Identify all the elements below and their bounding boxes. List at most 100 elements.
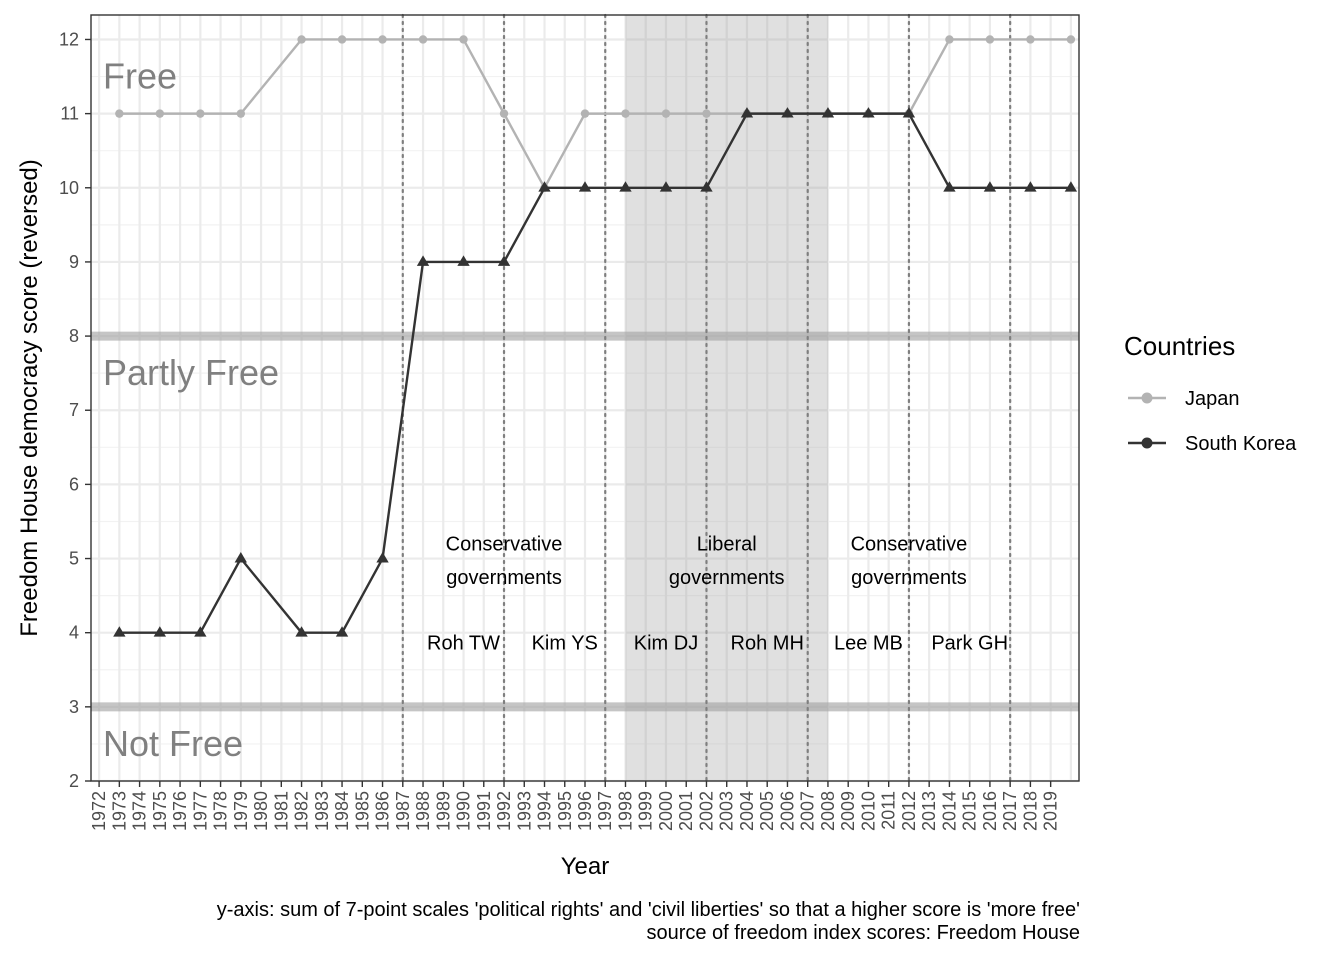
y-tick-label: 12 <box>59 29 79 49</box>
y-tick-label: 7 <box>69 400 79 420</box>
x-tick-label: 1991 <box>474 791 494 831</box>
y-tick-label: 9 <box>69 252 79 272</box>
data-point <box>457 255 470 266</box>
data-point <box>499 109 509 118</box>
x-tick-label: 2005 <box>757 791 777 831</box>
government-label-line1: Conservative <box>446 534 563 556</box>
data-point <box>335 626 349 637</box>
data-point <box>153 626 167 637</box>
x-tick-label: 1992 <box>494 791 514 831</box>
president-label: Lee MB <box>834 632 903 654</box>
president-label: Kim YS <box>532 632 598 654</box>
data-point <box>661 109 671 118</box>
legend-label: Japan <box>1185 388 1240 410</box>
data-point <box>619 181 632 192</box>
x-tick-label: 2009 <box>838 791 858 831</box>
government-annotations: Conservative governments Liberal government… <box>427 534 1008 655</box>
legend-key-point <box>1141 392 1153 404</box>
y-tick-label: 2 <box>69 771 79 791</box>
data-point <box>578 181 592 192</box>
zone-labels: Free Partly Free Not Free <box>103 56 279 764</box>
x-tick-label: 2019 <box>1041 791 1061 831</box>
data-point <box>1064 181 1078 192</box>
x-tick-label: 2000 <box>656 791 676 831</box>
x-tick-label: 1978 <box>211 791 231 831</box>
data-point <box>985 35 995 44</box>
government-label-line2: governments <box>669 567 785 589</box>
data-point <box>337 35 347 44</box>
x-tick-label: 2004 <box>737 791 757 831</box>
x-tick-label: 1984 <box>332 791 352 831</box>
caption-line-2: source of freedom index scores: Freedom … <box>646 922 1080 944</box>
data-point <box>702 109 711 118</box>
x-tick-label: 2014 <box>939 791 959 831</box>
x-tick-label: 1976 <box>170 791 190 831</box>
data-point <box>781 107 794 118</box>
x-tick-label: 1989 <box>433 791 453 831</box>
x-tick-label: 2008 <box>818 791 838 831</box>
zone-label: Free <box>103 56 177 97</box>
y-axis-title: Freedom House democracy score (reversed) <box>16 159 43 637</box>
data-series <box>113 35 1078 637</box>
data-point <box>297 35 306 44</box>
x-tick-label: 1983 <box>312 791 332 831</box>
y-tick-label: 8 <box>69 326 79 346</box>
data-point <box>196 109 205 118</box>
x-tick-label: 1972 <box>89 791 109 831</box>
x-tick-label: 1996 <box>575 791 595 831</box>
caption-line-1: y-axis: sum of 7-point scales 'political… <box>217 899 1080 921</box>
government-label-line2: governments <box>446 567 562 589</box>
y-tick-label: 10 <box>59 178 79 198</box>
x-tick-label: 1990 <box>454 791 474 831</box>
data-point <box>155 109 165 118</box>
x-tick-label: 1981 <box>271 791 291 831</box>
x-tick-label: 2011 <box>879 791 899 830</box>
legend-key-point <box>1141 437 1153 449</box>
x-tick-label: 1979 <box>231 791 251 831</box>
legend-title: Countries <box>1124 331 1235 361</box>
president-label: Kim DJ <box>634 632 698 654</box>
x-tick-label: 2018 <box>1020 791 1040 831</box>
x-tick-label: 2017 <box>1000 791 1020 831</box>
y-tick-label: 6 <box>69 474 79 494</box>
x-tick-label: 1985 <box>352 791 372 831</box>
threshold-lines <box>91 331 1079 712</box>
data-point <box>113 626 126 637</box>
data-point <box>1026 35 1035 44</box>
data-point <box>945 35 954 44</box>
x-tick-label: 1982 <box>292 791 312 831</box>
x-tick-label: 1999 <box>636 791 656 831</box>
data-point <box>862 107 875 118</box>
government-label-line2: governments <box>851 567 967 589</box>
data-point <box>194 626 207 637</box>
president-label: Roh TW <box>427 632 500 654</box>
x-tick-label: 2013 <box>919 791 939 831</box>
president-label: Roh MH <box>731 632 804 654</box>
zone-label: Partly Free <box>103 352 279 393</box>
data-point <box>580 109 590 118</box>
y-tick-label: 11 <box>60 104 79 124</box>
data-point <box>821 107 835 118</box>
y-tick-label: 3 <box>69 697 79 717</box>
x-tick-label: 1986 <box>373 791 393 831</box>
x-tick-label: 1980 <box>251 791 271 831</box>
series-line-south-korea <box>119 112 1071 634</box>
x-tick-label: 1998 <box>615 791 635 831</box>
data-point <box>234 552 247 563</box>
data-point <box>416 255 430 266</box>
x-tick-label: 1974 <box>130 791 150 831</box>
data-point <box>378 35 387 44</box>
x-tick-label: 1995 <box>555 791 575 831</box>
x-axis-title: Year <box>561 853 610 880</box>
x-tick-label: 2016 <box>980 791 1000 831</box>
x-tick-label: 1975 <box>150 791 170 831</box>
x-tick-label: 2010 <box>858 791 878 831</box>
president-label: Park GH <box>931 632 1008 654</box>
y-tick-label: 4 <box>69 623 79 643</box>
government-label-line1: Liberal <box>697 534 757 556</box>
x-tick-label: 2007 <box>798 791 818 831</box>
x-tick-label: 1997 <box>595 791 615 831</box>
x-tick-label: 2001 <box>676 791 696 831</box>
data-point <box>1024 181 1037 192</box>
